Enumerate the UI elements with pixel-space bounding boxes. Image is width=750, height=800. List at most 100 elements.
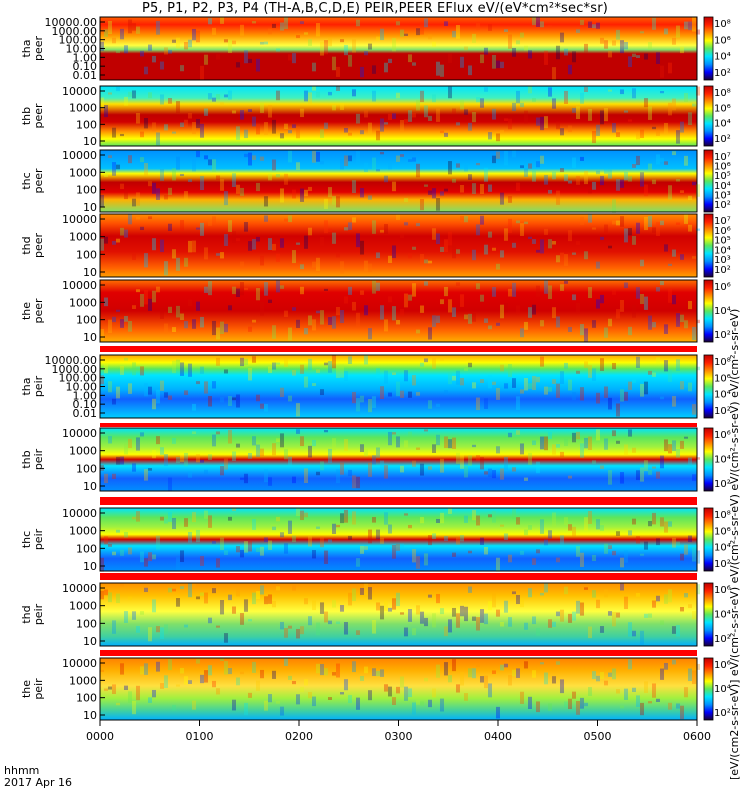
spectrogram-texture	[100, 17, 700, 80]
y-tick-label: 10000	[62, 85, 97, 98]
panel-ylabel: peer	[32, 103, 45, 129]
panel-ylabel: peer	[32, 168, 45, 194]
y-tick-label: 10000	[62, 582, 97, 595]
y-tick-label: 10	[83, 635, 97, 648]
colorbar-tick-label: 10²	[714, 559, 731, 570]
panel-frame	[99, 279, 698, 343]
x-tick-label: 0500	[584, 730, 612, 743]
colorbar-tick-label: 10²	[714, 200, 731, 211]
panel-ylabel: thd	[20, 236, 33, 254]
colorbar-tick-label: 10⁴	[714, 455, 731, 466]
y-tick-label: 10	[83, 560, 97, 573]
colorbar-tick-label: 10²	[714, 479, 731, 490]
colorbar-tick-label: 10²	[714, 330, 731, 341]
y-tick-label: 1000	[69, 296, 97, 309]
spectrogram-image	[100, 658, 697, 720]
panel-frame	[99, 213, 698, 278]
panel-ylabel: thd	[20, 605, 33, 623]
colorbar-tick-label: 10⁵	[714, 171, 731, 182]
colorbar-tick-label: 10⁷	[714, 216, 731, 227]
panel-ylabel: the	[20, 680, 33, 698]
colorbar-tick-label: 10²	[714, 634, 731, 645]
y-tick-label: 1000	[69, 674, 97, 687]
colorbar-tick-label: 10⁶	[714, 430, 731, 441]
y-tick-label: 0.01	[73, 69, 98, 82]
x-tick-label: 0300	[385, 730, 413, 743]
y-tick-label: 1000	[69, 102, 97, 115]
y-tick-label: 10	[83, 709, 97, 722]
y-tick-label: 100.00	[59, 372, 98, 385]
y-tick-label: 1000	[69, 166, 97, 179]
spectrogram-texture	[100, 508, 700, 572]
colorbar-tick-label: 10⁸	[714, 19, 731, 30]
panel-thd-peir: 10000 1000 100 10 thd peir 10⁶ 10⁴ 10²	[20, 582, 731, 648]
y-tick-label: 1000	[69, 445, 97, 458]
mode-bar	[100, 573, 697, 580]
panel-ylabel: peer	[32, 36, 45, 62]
colorbar	[703, 149, 714, 213]
spectrogram-image	[100, 355, 697, 418]
y-tick-label: 1000	[69, 600, 97, 613]
spectrogram-image	[100, 583, 697, 646]
colorbar-tick-label: 10⁴	[714, 543, 731, 554]
time-axis-date: 2017 Apr 16	[4, 776, 73, 789]
colorbar-tick-label: 10⁸	[714, 88, 731, 99]
panel-frame	[99, 149, 698, 213]
spectrogram-texture	[100, 583, 700, 645]
y-tick-label: 100	[76, 184, 97, 197]
panel-ylabel: peer	[32, 233, 45, 259]
colorbar-tick-label: 10⁶	[714, 282, 731, 293]
colorbar-tick-label: 10⁷	[714, 152, 731, 163]
spectrogram-texture	[100, 150, 700, 213]
colorbar-units-label: [eV/(cm2-s-sr-eV)] eV/(cm²-s-sr-eV) eV/(…	[725, 15, 750, 780]
y-tick-label: 10	[83, 331, 97, 344]
panel-ylabel: the	[20, 302, 33, 320]
colorbar-tick-label: 10⁴	[714, 390, 731, 401]
mode-bar	[100, 650, 697, 656]
colorbar-tick-label: 10²	[714, 265, 731, 276]
y-tick-label: 10000	[62, 427, 97, 440]
colorbar-tick-label: 10⁸	[714, 357, 731, 368]
panel-ylabel: peir	[32, 603, 45, 625]
spectrogram-texture	[100, 658, 700, 720]
colorbar	[703, 85, 714, 147]
panel-ylabel: thc	[20, 531, 33, 548]
time-axis-label: hhmm	[4, 764, 40, 777]
colorbar-tick-label: 10⁶	[714, 103, 731, 114]
spectrogram-image	[100, 214, 697, 277]
spectrogram-image	[100, 428, 697, 491]
y-tick-label: 0.01	[73, 407, 98, 420]
y-tick-label: 1.00	[73, 389, 98, 402]
panel-ylabel: peer	[32, 298, 45, 324]
colorbar	[703, 279, 714, 343]
y-tick-label: 100	[76, 692, 97, 705]
y-tick-label: 10	[83, 266, 97, 279]
y-tick-label: 1000.00	[52, 25, 98, 38]
colorbar	[703, 582, 714, 647]
panel-ylabel: peir	[32, 448, 45, 470]
y-tick-label: 1000	[69, 231, 97, 244]
y-tick-label: 10.00	[66, 381, 98, 394]
colorbar-tick-label: 10⁴	[714, 181, 731, 192]
colorbar-tick-label: 10⁶	[714, 660, 731, 671]
time-axis-title: hhmm 2017 Apr 16	[4, 765, 72, 789]
y-tick-label: 100.00	[59, 34, 98, 47]
y-tick-label: 10000	[62, 213, 97, 226]
y-tick-label: 10	[83, 480, 97, 493]
y-tick-label: 10000	[62, 149, 97, 162]
spectrogram-image	[100, 17, 697, 80]
panel-ylabel: thb	[20, 450, 33, 468]
colorbar-tick-label: 10⁸	[714, 510, 731, 521]
panel-ylabel: peir	[32, 375, 45, 397]
panel-frame	[99, 427, 698, 492]
y-tick-label: 0.10	[73, 60, 98, 73]
y-tick-label: 1000	[69, 525, 97, 538]
y-tick-label: 100	[76, 462, 97, 475]
panel-ylabel: thb	[20, 107, 33, 125]
spectrogram-texture	[100, 86, 700, 146]
colorbar-tick-label: 10²	[714, 68, 731, 79]
mode-bar	[100, 346, 697, 352]
